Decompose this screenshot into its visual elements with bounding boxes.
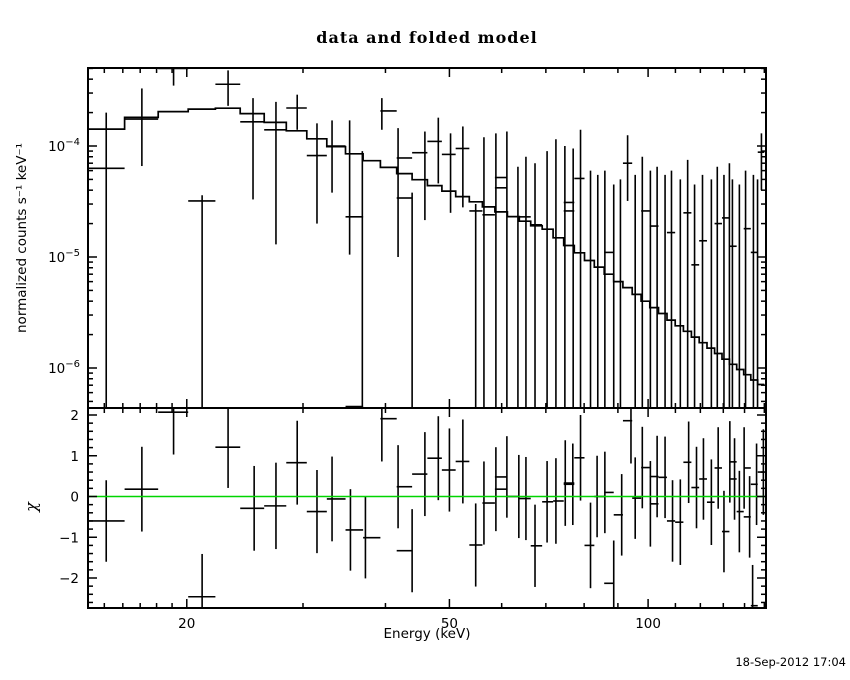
top-panel-spectrum [88,68,765,408]
timestamp: 18-Sep-2012 17:04 [735,655,846,669]
folded-model-histogram [88,107,765,386]
x-tick-label: 50 [441,616,458,632]
residual-points [88,408,765,608]
bottom-panel-residuals [88,408,766,608]
bottom-panel-frame [87,407,767,609]
plot-frames [87,67,767,609]
chi-tick-label: −1 [59,530,79,546]
chi-tick-label: 2 [70,408,79,424]
axis-ticks [88,67,766,608]
chi-axis-label: χ [21,502,41,512]
y-tick-label: 10−4 [48,137,80,155]
y-axis-label: normalized counts s⁻¹ keV⁻¹ [14,143,30,333]
spectrum-data-points [88,68,765,408]
x-tick-label: 100 [635,616,661,632]
x-tick-label: 20 [178,616,195,632]
chi-tick-label: −2 [59,571,79,587]
x-axis-label: Energy (keV) [383,626,471,642]
y-tick-label: 10−5 [48,248,80,266]
plot-title: data and folded model [316,28,538,47]
chi-tick-label: 0 [70,490,79,506]
chi-tick-label: 1 [70,449,79,465]
y-tick-label: 10−6 [48,359,80,377]
